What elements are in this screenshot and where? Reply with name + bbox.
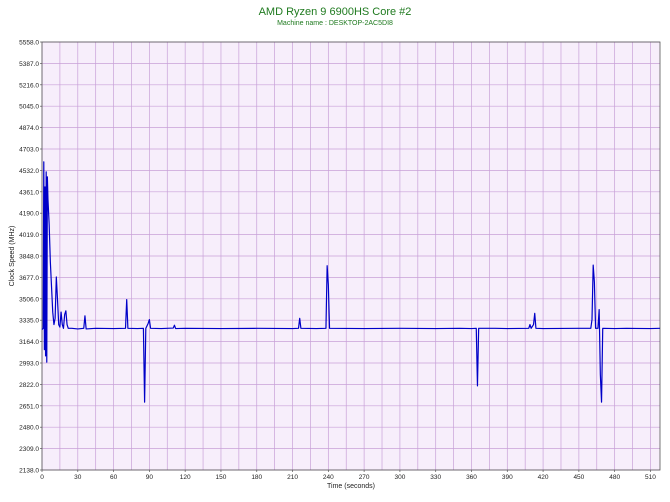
- x-tick-label: 450: [573, 474, 584, 481]
- x-tick-label: 360: [466, 474, 477, 481]
- y-tick-label: 5045.0: [19, 104, 39, 111]
- chart-subtitle: Machine name : DESKTOP-2AC5DI8: [277, 20, 393, 27]
- x-tick-label: 240: [323, 474, 334, 481]
- y-tick-label: 2480.0: [19, 425, 39, 432]
- y-tick-label: 2138.0: [19, 468, 39, 475]
- y-tick-label: 2993.0: [19, 361, 39, 368]
- x-tick-label: 0: [40, 474, 44, 481]
- x-tick-label: 510: [645, 474, 656, 481]
- y-tick-label: 4361.0: [19, 189, 39, 196]
- y-tick-label: 4532.0: [19, 168, 39, 175]
- y-tick-label: 4190.0: [19, 211, 39, 218]
- x-tick-label: 30: [74, 474, 82, 481]
- y-tick-label: 2651.0: [19, 403, 39, 410]
- x-tick-label: 150: [216, 474, 227, 481]
- x-axis-label: Time (seconds): [327, 483, 375, 490]
- y-tick-label: 5216.0: [19, 82, 39, 89]
- y-tick-label: 5558.0: [19, 40, 39, 47]
- y-tick-label: 3506.0: [19, 296, 39, 303]
- y-tick-label: 4019.0: [19, 232, 39, 239]
- y-tick-label: 3677.0: [19, 275, 39, 282]
- y-axis-label: Clock Speed (MHz): [9, 226, 16, 287]
- y-tick-label: 4874.0: [19, 125, 39, 132]
- x-tick-label: 120: [180, 474, 191, 481]
- x-tick-label: 480: [609, 474, 620, 481]
- x-tick-label: 210: [287, 474, 298, 481]
- chart-title: AMD Ryzen 9 6900HS Core #2: [258, 6, 412, 18]
- x-tick-label: 60: [110, 474, 118, 481]
- x-tick-label: 330: [430, 474, 441, 481]
- y-tick-label: 3335.0: [19, 318, 39, 325]
- y-tick-label: 3848.0: [19, 254, 39, 261]
- y-tick-label: 3164.0: [19, 339, 39, 346]
- series-line: [41, 161, 661, 403]
- y-tick-label: 2822.0: [19, 382, 39, 389]
- y-tick-label: 5387.0: [19, 61, 39, 68]
- y-tick-label: 2309.0: [19, 446, 39, 453]
- x-tick-label: 390: [502, 474, 513, 481]
- x-tick-label: 420: [538, 474, 549, 481]
- x-tick-label: 90: [146, 474, 154, 481]
- x-tick-label: 270: [359, 474, 370, 481]
- x-tick-label: 180: [251, 474, 262, 481]
- x-tick-label: 300: [394, 474, 405, 481]
- y-tick-label: 4703.0: [19, 147, 39, 154]
